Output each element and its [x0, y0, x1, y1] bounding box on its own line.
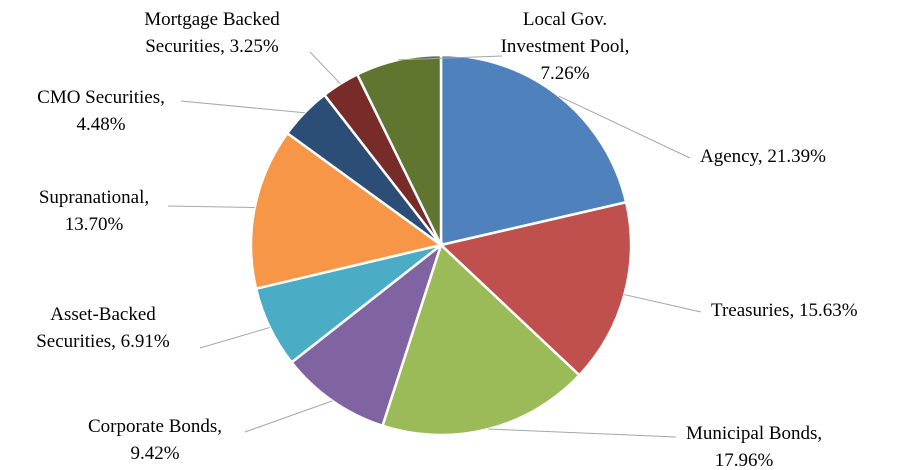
- leader-line-municipal-bonds: [488, 428, 677, 438]
- leader-line-asset-backed-securities: [199, 327, 270, 349]
- data-label-line: 9.42%: [130, 443, 179, 464]
- data-label-cmo-securities: CMO Securities, 4.48%: [37, 87, 165, 135]
- data-label-line: Corporate Bonds,: [88, 416, 222, 437]
- data-label-municipal-bonds: Municipal Bonds, 17.96%: [686, 423, 822, 470]
- data-label-agency: Agency, 21.39%: [700, 146, 826, 167]
- leader-line-mortgage-backed-securities: [309, 51, 341, 85]
- data-label-line: Treasuries, 15.63%: [711, 300, 858, 321]
- leader-line-agency: [559, 95, 691, 159]
- data-label-line: Investment Pool,: [501, 36, 630, 57]
- labels-layer: Agency, 21.39% Treasuries, 15.63% Municipa…: [36, 9, 857, 470]
- data-label-line: Securities, 6.91%: [36, 331, 170, 352]
- data-label-line: Securities, 3.25%: [145, 36, 279, 57]
- leader-line-corporate-bonds: [244, 400, 333, 433]
- data-label-line: Asset-Backed: [50, 304, 156, 325]
- data-label-asset-backed-securities: Asset-Backed Securities, 6.91%: [36, 304, 170, 352]
- leader-line-supranational: [167, 205, 255, 208]
- data-label-supranational: Supranational, 13.70%: [39, 187, 149, 235]
- leader-line-treasuries: [624, 294, 702, 313]
- pie-slice-supranational: [249, 131, 444, 291]
- data-label-line: Mortgage Backed: [144, 9, 280, 30]
- leader-line-cmo-securities: [180, 100, 305, 114]
- pie-slice-corporate-bonds: [289, 241, 444, 428]
- data-label-line: Local Gov.: [523, 9, 607, 30]
- slices-layer: [249, 53, 633, 437]
- data-label-line: Agency, 21.39%: [700, 146, 826, 167]
- data-label-local-gov-investment-pool: Local Gov. Investment Pool, 7.26%: [501, 9, 630, 84]
- data-label-line: 17.96%: [715, 450, 774, 470]
- leader-line-local-gov-investment-pool: [397, 55, 503, 61]
- data-label-line: 7.26%: [540, 63, 589, 84]
- pie-slice-treasuries: [438, 200, 633, 378]
- data-label-line: 13.70%: [65, 214, 124, 235]
- data-label-line: Municipal Bonds,: [686, 423, 822, 444]
- data-label-line: Supranational,: [39, 187, 149, 208]
- data-label-line: CMO Securities,: [37, 87, 165, 108]
- pie-slice-municipal-bonds: [380, 242, 582, 437]
- data-label-treasuries: Treasuries, 15.63%: [711, 300, 858, 321]
- data-label-corporate-bonds: Corporate Bonds, 9.42%: [88, 416, 222, 464]
- data-label-mortgage-backed-securities: Mortgage Backed Securities, 3.25%: [144, 9, 280, 57]
- leader-lines-layer: [167, 51, 702, 438]
- data-label-line: 4.48%: [76, 114, 125, 135]
